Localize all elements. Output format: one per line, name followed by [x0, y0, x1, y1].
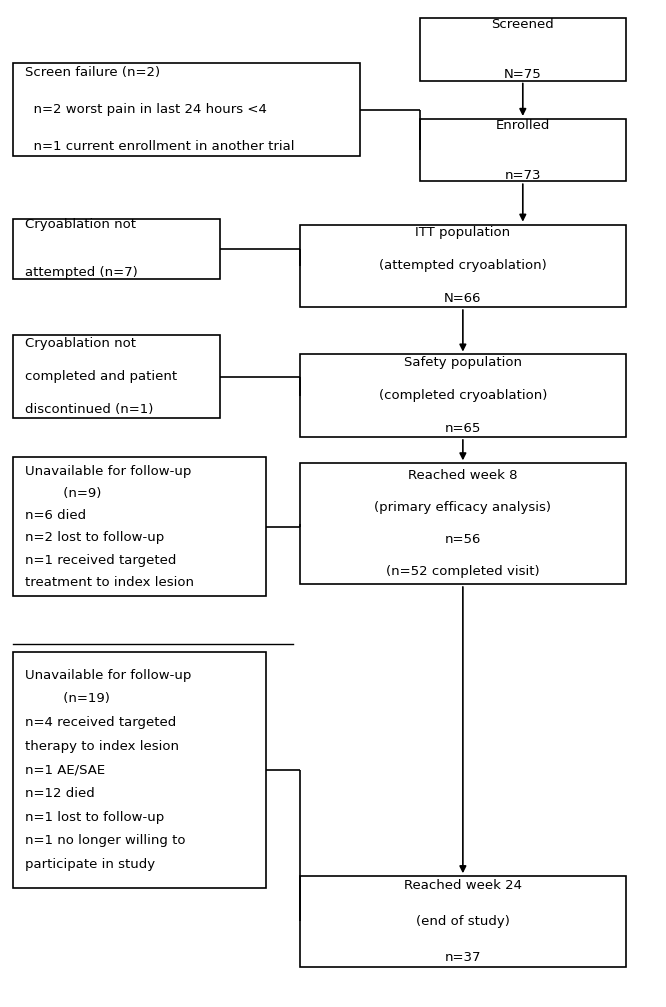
Bar — [420, 18, 626, 81]
Text: completed and patient: completed and patient — [25, 371, 177, 383]
Text: (n=52 completed visit): (n=52 completed visit) — [386, 566, 539, 578]
Text: therapy to index lesion: therapy to index lesion — [25, 740, 179, 752]
Text: n=73: n=73 — [505, 168, 541, 181]
Text: n=1 no longer willing to: n=1 no longer willing to — [25, 835, 186, 847]
Text: discontinued (n=1): discontinued (n=1) — [25, 403, 154, 416]
Text: n=6 died: n=6 died — [25, 510, 87, 522]
Text: N=75: N=75 — [504, 67, 541, 81]
Text: n=12 died: n=12 died — [25, 787, 95, 800]
Bar — [300, 225, 626, 307]
Text: N=66: N=66 — [444, 292, 482, 305]
Text: n=1 AE/SAE: n=1 AE/SAE — [25, 763, 105, 776]
Bar — [420, 119, 626, 181]
Text: attempted (n=7): attempted (n=7) — [25, 267, 138, 279]
Text: Screened: Screened — [492, 18, 554, 31]
Bar — [300, 876, 626, 967]
Text: Enrolled: Enrolled — [496, 119, 550, 132]
Text: n=4 received targeted: n=4 received targeted — [25, 716, 176, 729]
Text: ITT population: ITT population — [416, 227, 510, 240]
Text: n=2 worst pain in last 24 hours <4: n=2 worst pain in last 24 hours <4 — [25, 104, 267, 116]
Text: (primary efficacy analysis): (primary efficacy analysis) — [374, 501, 551, 514]
Text: n=1 current enrollment in another trial: n=1 current enrollment in another trial — [25, 140, 295, 153]
Text: Unavailable for follow-up: Unavailable for follow-up — [25, 669, 192, 682]
Bar — [13, 335, 220, 418]
Text: (n=9): (n=9) — [25, 486, 102, 499]
Bar — [300, 354, 626, 437]
Text: Reached week 24: Reached week 24 — [404, 879, 522, 891]
Bar — [13, 457, 266, 596]
Text: Screen failure (n=2): Screen failure (n=2) — [25, 66, 161, 80]
Text: (end of study): (end of study) — [416, 915, 509, 927]
Text: Safety population: Safety population — [404, 356, 522, 370]
Text: treatment to index lesion: treatment to index lesion — [25, 576, 194, 589]
Text: n=2 lost to follow-up: n=2 lost to follow-up — [25, 532, 165, 544]
Text: n=1 lost to follow-up: n=1 lost to follow-up — [25, 811, 165, 824]
Text: Reached week 8: Reached week 8 — [408, 469, 517, 481]
Text: n=1 received targeted: n=1 received targeted — [25, 554, 176, 567]
Bar — [13, 219, 220, 279]
Bar — [300, 463, 626, 584]
Bar — [13, 652, 266, 888]
Text: (completed cryoablation): (completed cryoablation) — [379, 390, 547, 402]
Text: (attempted cryoablation): (attempted cryoablation) — [379, 260, 547, 272]
Text: n=37: n=37 — [445, 952, 481, 964]
Text: Cryoablation not: Cryoablation not — [25, 219, 137, 231]
Text: participate in study: participate in study — [25, 858, 155, 871]
Bar — [13, 63, 360, 156]
Text: Cryoablation not: Cryoablation not — [25, 337, 137, 350]
Text: n=65: n=65 — [445, 422, 481, 435]
Text: Unavailable for follow-up: Unavailable for follow-up — [25, 464, 192, 477]
Text: n=56: n=56 — [445, 534, 481, 546]
Text: (n=19): (n=19) — [25, 693, 110, 705]
